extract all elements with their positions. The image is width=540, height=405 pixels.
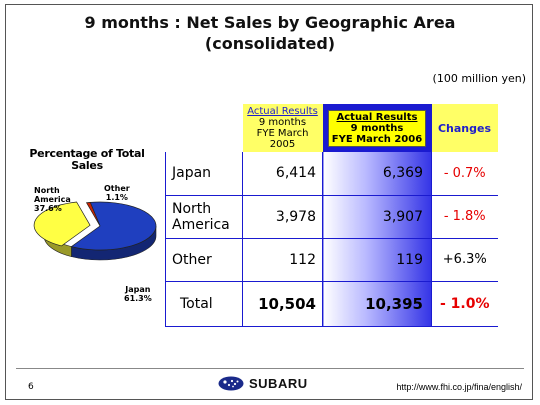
row-label-north-america-line2: America [172, 216, 230, 233]
slide-title-line2: (consolidated) [204, 34, 336, 53]
pie-label-north-america-pct: 37.6% [34, 204, 62, 213]
row-label-other: Other [165, 238, 243, 282]
pie-label-north-america-line1: North [34, 186, 60, 195]
value-2005-north-america: 3,978 [242, 195, 323, 239]
header-fy2006-line3: FYE March 2006 [331, 133, 423, 145]
header-changes: Changes [431, 104, 498, 152]
header-fy2005-line3: FYE March 2005 [256, 128, 309, 150]
pleiades-logo-icon [218, 376, 244, 391]
header-fy2006-box: Actual Results 9 months FYE March 2006 [327, 109, 427, 147]
pie-label-japan-pct: 61.3% [124, 294, 152, 303]
value-2006-japan: 6,369 [322, 152, 432, 196]
pie-label-north-america-line2: America [34, 195, 71, 204]
table-total-row: Total 10,504 10,395 - 1.0% [165, 281, 498, 327]
row-label-north-america: North America [165, 195, 243, 239]
pie-label-japan: Japan 61.3% [124, 285, 152, 303]
sales-table: Actual Results 9 months FYE March 2005 A… [165, 104, 498, 327]
slide-title: 9 months : Net Sales by Geographic Area … [0, 12, 540, 54]
pie-title: Percentage of Total Sales [22, 148, 152, 172]
row-label-total: Total [165, 281, 243, 327]
unit-label: (100 million yen) [432, 72, 526, 85]
change-north-america: - 1.8% [431, 195, 498, 239]
change-japan: - 0.7% [431, 152, 498, 196]
slide-frame [5, 4, 533, 400]
header-fy2005-line1: Actual Results [247, 106, 318, 117]
value-2005-japan: 6,414 [242, 152, 323, 196]
footer-url: http://www.fhi.co.jp/fina/english/ [396, 382, 522, 392]
table-row: Other 112 119 +6.3% [165, 238, 498, 282]
header-fy2006-line2: 9 months [350, 122, 404, 134]
header-fy2006: Actual Results 9 months FYE March 2006 [322, 104, 432, 152]
pie-title-line1: Percentage of Total [29, 147, 145, 160]
pie-slice-north-america [33, 201, 91, 247]
pie-label-japan-name: Japan [125, 285, 151, 294]
change-total: - 1.0% [431, 281, 498, 327]
slide-title-line1: 9 months : Net Sales by Geographic Area [84, 13, 456, 32]
subaru-logo: SUBARU [218, 376, 308, 391]
table-header-empty [166, 104, 243, 152]
value-2006-north-america: 3,907 [322, 195, 432, 239]
pie-title-line2: Sales [71, 159, 103, 172]
pie-label-other-name: Other [104, 184, 130, 193]
table-row: Japan 6,414 6,369 - 0.7% [165, 152, 498, 196]
header-fy2005: Actual Results 9 months FYE March 2005 [242, 104, 323, 152]
pie-chart [33, 201, 157, 261]
header-fy2006-line1: Actual Results [336, 111, 418, 123]
table-row: North America 3,978 3,907 - 1.8% [165, 195, 498, 239]
value-2005-other: 112 [242, 238, 323, 282]
value-2005-total: 10,504 [242, 281, 323, 327]
change-other: +6.3% [431, 238, 498, 282]
logo-text: SUBARU [249, 376, 308, 391]
header-fy2005-line2: 9 months [258, 117, 307, 128]
pie-label-other-pct: 1.1% [105, 193, 128, 202]
row-label-japan: Japan [165, 152, 243, 196]
value-2006-other: 119 [322, 238, 432, 282]
page-number: 6 [28, 382, 34, 392]
pie-label-north-america: North America 37.6% [34, 186, 71, 213]
row-label-north-america-line1: North [172, 200, 212, 217]
footer-divider [16, 368, 524, 369]
pie-slice-other [85, 201, 101, 227]
table-header-row: Actual Results 9 months FYE March 2005 A… [166, 104, 498, 152]
pie-slice-japan [70, 201, 157, 251]
value-2006-total: 10,395 [322, 281, 432, 327]
pie-label-other: Other 1.1% [104, 184, 130, 202]
